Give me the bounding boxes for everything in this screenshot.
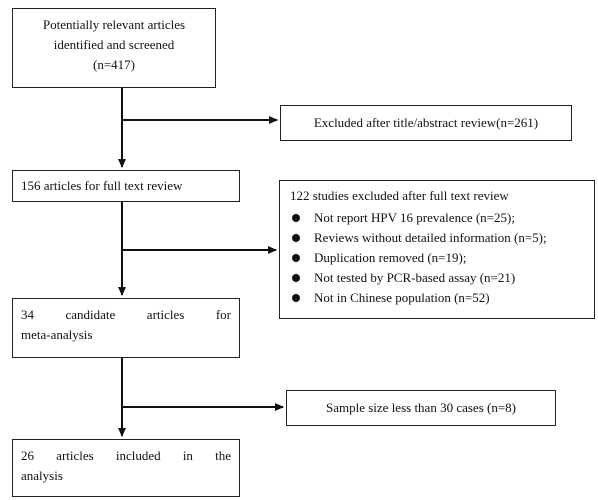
exclusion-reason-text: Not tested by PCR-based assay (n=21) <box>314 270 516 285</box>
exclusion-reason-text: Not report HPV 16 prevalence (n=25); <box>314 210 515 225</box>
exclusion-reason-item: Duplication removed (n=19); <box>290 248 594 268</box>
exclusion-reason-item: Not in Chinese population (n=52) <box>290 288 594 308</box>
bullet-icon <box>292 254 300 262</box>
exclusion-reason-text: Not in Chinese population (n=52) <box>314 290 490 305</box>
bullet-icon <box>292 274 300 282</box>
title-abstract-exclusion-box: Excluded after title/abstract review(n=2… <box>280 105 572 141</box>
exclusion-reason-text: Reviews without detailed information (n=… <box>314 230 547 245</box>
identified-line-2: identified and screened <box>53 37 175 52</box>
bullet-icon <box>292 214 300 222</box>
full-text-exclusion-box: 122 studies excluded after full text rev… <box>279 180 595 319</box>
full-text-label: 156 articles for full text review <box>21 178 183 193</box>
bullet-icon <box>292 234 300 242</box>
bullet-icon <box>292 294 300 302</box>
identified-box: Potentially relevant articles identified… <box>12 8 216 88</box>
sample-size-exclusion-box: Sample size less than 30 cases (n=8) <box>286 390 556 426</box>
exclusion-reason-text: Duplication removed (n=19); <box>314 250 467 265</box>
included-box: 26 articles included in the analysis <box>12 439 240 497</box>
candidates-box: 34 candidate articles for meta-analysis <box>12 298 240 358</box>
identified-line-3: (n=417) <box>93 57 135 72</box>
exclusion-reason-item: Reviews without detailed information (n=… <box>290 228 594 248</box>
candidates-line-2: meta-analysis <box>21 327 93 342</box>
exclusion-reason-item: Not report HPV 16 prevalence (n=25); <box>290 208 594 228</box>
identified-line-1: Potentially relevant articles <box>42 17 186 32</box>
full-text-box: 156 articles for full text review <box>12 170 240 202</box>
exclusion-reason-item: Not tested by PCR-based assay (n=21) <box>290 268 594 288</box>
included-line-1: 26 articles included in the <box>21 448 231 463</box>
included-line-2: analysis <box>21 468 63 483</box>
candidates-line-1: 34 candidate articles for <box>21 307 231 322</box>
full-text-exclusion-title: 122 studies excluded after full text rev… <box>290 188 509 203</box>
sample-size-exclusion-label: Sample size less than 30 cases (n=8) <box>325 400 516 415</box>
title-abstract-exclusion-label: Excluded after title/abstract review(n=2… <box>313 115 539 130</box>
exclusion-reasons-list: Not report HPV 16 prevalence (n=25); Rev… <box>290 208 594 308</box>
